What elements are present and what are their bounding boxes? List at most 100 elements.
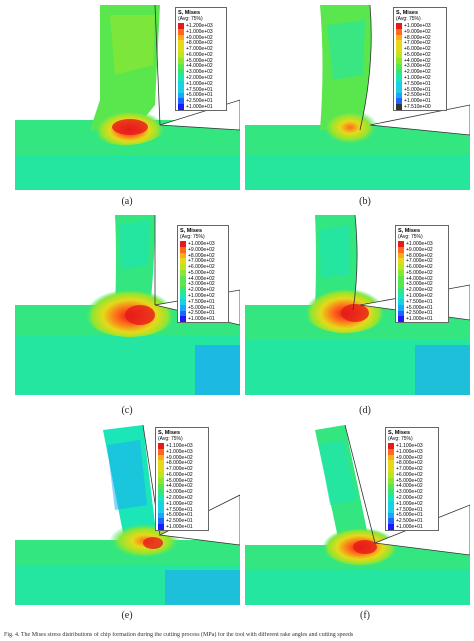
legend-value: +6.000e+02	[166, 471, 193, 478]
legend-row: +5.000e+02	[386, 478, 438, 484]
legend-swatch	[180, 269, 186, 276]
legend-avg: (Avg: 75%)	[158, 436, 183, 442]
legend-value: +7.000e+02	[186, 46, 213, 53]
legend-value: +3.000e+02	[404, 63, 431, 70]
legend-value: +1.000e+02	[166, 500, 193, 507]
legend-swatch	[178, 23, 184, 29]
legend-value: +6.000e+02	[186, 51, 213, 58]
legend-value: +5.000e+02	[188, 269, 215, 276]
legend-row: +2.000e+02	[156, 495, 208, 501]
legend-row: +7.500e+01	[396, 299, 448, 305]
legend-value: +7.500e+01	[186, 86, 213, 93]
legend-swatch	[180, 304, 186, 311]
legend-row: +9.000e+02	[386, 455, 438, 461]
legend-value: +5.000e+01	[404, 86, 431, 93]
legend-swatch	[158, 489, 164, 496]
legend-row: +5.000e+01	[156, 512, 208, 518]
legend-value: +4.000e+02	[404, 57, 431, 64]
legend-value: +9.000e+02	[406, 246, 433, 253]
legend-row: +1.200e+03	[176, 23, 226, 29]
contour-panel-b: S, Mises (Avg: 75%) +1.000e+03 +9.000e+02…	[245, 5, 470, 190]
legend-row: +1.000e+01	[176, 104, 226, 110]
legend-value: +7.000e+02	[396, 466, 423, 473]
legend-value: +5.000e+02	[166, 477, 193, 484]
legend-value: +4.000e+02	[186, 63, 213, 70]
legend-value: +1.000e+01	[396, 524, 423, 531]
legend-swatch	[396, 63, 402, 70]
legend-swatch	[388, 524, 394, 530]
legend-swatch	[398, 252, 404, 259]
legend-swatch	[180, 293, 186, 299]
legend-f: S, Mises (Avg: 75%) +1.100e+03 +1.000e+03…	[385, 427, 439, 531]
legend-value: +7.510e+00	[404, 104, 431, 111]
legend-row: +3.000e+02	[396, 281, 448, 287]
legend-value: +2.500e+01	[166, 518, 193, 525]
legend-title: S, Mises	[398, 228, 421, 234]
legend-swatch	[388, 512, 394, 519]
legend-swatch	[388, 506, 394, 513]
legend-swatch	[396, 46, 402, 52]
legend-row: +2.500e+01	[176, 98, 226, 104]
legend-swatch	[178, 46, 184, 52]
legend-row: +8.000e+02	[386, 460, 438, 466]
legend-row: +1.000e+01	[396, 316, 448, 322]
legend-swatch	[398, 275, 404, 282]
legend-swatch	[180, 316, 186, 323]
legend-value: +2.000e+02	[404, 69, 431, 76]
legend-title: S, Mises	[388, 430, 411, 436]
legend-swatch	[396, 92, 402, 99]
legend-swatch	[178, 92, 184, 99]
figure-caption: Fig. 4. The Mises stress distributions o…	[4, 632, 354, 638]
legend-swatch	[158, 483, 164, 490]
legend-row: +1.000e+01	[156, 524, 208, 530]
legend-value: +6.000e+02	[406, 264, 433, 271]
legend-row: +8.000e+02	[396, 253, 448, 259]
legend-row: +1.000e+01	[386, 524, 438, 530]
legend-row: +2.000e+02	[394, 69, 446, 75]
legend-row: +7.000e+02	[178, 258, 228, 264]
legend-value: +7.000e+02	[166, 466, 193, 473]
legend-row: +8.000e+02	[178, 253, 228, 259]
legend-value: +7.000e+02	[188, 258, 215, 265]
legend-swatch	[158, 500, 164, 507]
legend-swatch	[388, 460, 394, 467]
legend-value: +8.000e+02	[396, 460, 423, 467]
legend-value: +2.500e+01	[186, 98, 213, 105]
legend-swatch	[180, 241, 186, 247]
legend-row: +2.500e+01	[394, 92, 446, 99]
legend-swatch	[398, 287, 404, 294]
legend-row: +4.000e+02	[396, 276, 448, 282]
legend-row: +1.000e+02	[156, 501, 208, 507]
legend-avg: (Avg: 75%)	[388, 436, 413, 442]
legend-value: +5.000e+01	[396, 512, 423, 519]
legend-value: +2.500e+01	[396, 518, 423, 525]
legend-value: +2.000e+02	[186, 75, 213, 82]
legend-row: +5.000e+01	[394, 87, 446, 93]
legend-row: +9.000e+02	[396, 247, 448, 253]
contour-panel-e: S, Mises (Avg: 75%) +1.100e+03 +1.000e+03…	[15, 425, 240, 605]
legend-swatch	[388, 518, 394, 525]
legend-value: +1.000e+03	[188, 240, 215, 247]
legend-swatch	[180, 310, 186, 317]
legend-row: +1.000e+02	[176, 81, 226, 87]
legend-row: +2.500e+01	[396, 310, 448, 316]
legend-row: +1.000e+03	[386, 449, 438, 455]
legend-value: +1.100e+03	[166, 442, 193, 449]
legend-swatch	[158, 506, 164, 513]
legend-row: +2.000e+02	[178, 287, 228, 293]
legend-row: +3.000e+02	[156, 489, 208, 495]
legend-row: +7.000e+02	[394, 40, 446, 46]
legend-swatch	[396, 80, 402, 87]
legend-swatch	[158, 471, 164, 478]
stress-contour-c	[15, 215, 240, 395]
legend-value: +9.000e+02	[186, 34, 213, 41]
legend-swatch	[388, 471, 394, 478]
legend-swatch	[396, 75, 402, 81]
legend-swatch	[398, 298, 404, 305]
legend-swatch	[396, 34, 402, 41]
legend-swatch	[178, 57, 184, 64]
legend-avg: (Avg: 75%)	[398, 234, 423, 240]
legend-row: +2.500e+01	[156, 518, 208, 524]
legend-swatch	[396, 51, 402, 58]
contour-panel-c: S, Mises (Avg: 75%) +1.000e+03 +9.000e+02…	[15, 215, 240, 395]
